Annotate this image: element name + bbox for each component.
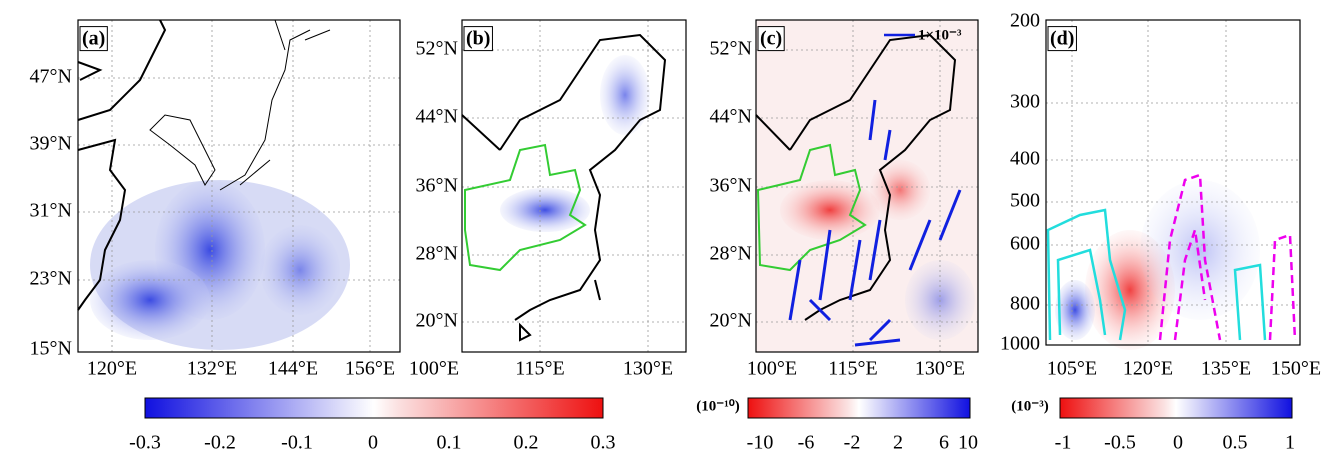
x-tick-label: 156°E <box>345 358 395 380</box>
colorbar-tick-label: 0.5 <box>1223 432 1248 454</box>
x-tick-label: 120°E <box>1123 358 1173 380</box>
y-tick-label: 52°N <box>416 38 458 60</box>
colorbar-tick-label: -0.3 <box>129 432 161 454</box>
colorbar-tick-label: 10 <box>958 432 978 454</box>
x-tick-label: 144°E <box>268 358 318 380</box>
y-tick-label: 200 <box>1010 10 1040 32</box>
x-tick-label: 150°E <box>1271 358 1321 380</box>
x-tick-label: 135°E <box>1201 358 1251 380</box>
y-tick-label: 31°N <box>30 200 72 222</box>
y-tick-label: 28°N <box>416 243 458 265</box>
y-tick-label: 20°N <box>416 310 458 332</box>
colorbar-unit: (10⁻³) <box>1011 398 1048 414</box>
panel-label-box <box>1047 26 1077 52</box>
colorbar-tick-label: 0.2 <box>514 432 539 454</box>
y-tick-label: 44°N <box>710 106 752 128</box>
colorbar-tick-label: 0.1 <box>437 432 462 454</box>
vector-key: 1×10⁻³ <box>918 27 962 43</box>
panel-c <box>755 20 978 352</box>
y-tick-label: 20°N <box>710 310 752 332</box>
x-tick-label: 132°E <box>187 358 237 380</box>
y-tick-label: 500 <box>1010 190 1040 212</box>
panel-frame <box>755 19 979 353</box>
colorbar-tick-label: 6 <box>939 432 949 454</box>
colorbar <box>1059 397 1293 419</box>
colorbar-tick-label: 0 <box>368 432 378 454</box>
panel-frame <box>461 19 687 353</box>
panel-frame <box>1045 19 1301 346</box>
panel-frame <box>77 19 401 353</box>
colorbar-unit: (10⁻¹⁰) <box>696 398 739 414</box>
colorbar <box>144 397 604 419</box>
colorbar <box>747 397 971 419</box>
y-tick-label: 44°N <box>416 106 458 128</box>
x-tick-label: 100°E <box>409 358 459 380</box>
colorbar-tick-label: -0.2 <box>204 432 236 454</box>
x-tick-label: 130°E <box>623 358 673 380</box>
y-tick-label: 300 <box>1010 91 1040 113</box>
x-tick-label: 120°E <box>87 358 137 380</box>
panel-label-box <box>757 26 785 52</box>
x-tick-label: 115°E <box>515 358 564 380</box>
y-tick-label: 47°N <box>30 66 72 88</box>
colorbar-tick-label: -6 <box>798 432 815 454</box>
colorbar-tick-label: -0.1 <box>281 432 313 454</box>
y-tick-label: 28°N <box>710 243 752 265</box>
panel-label-box <box>79 26 108 52</box>
y-tick-label: 36°N <box>710 175 752 197</box>
colorbar-tick-label: 0.3 <box>591 432 616 454</box>
y-tick-label: 600 <box>1010 233 1040 255</box>
panel-label: (a) <box>82 28 105 50</box>
colorbar-tick-label: -1 <box>1055 432 1072 454</box>
y-tick-label: 1000 <box>1000 333 1040 355</box>
x-tick-label: 105°E <box>1047 358 1097 380</box>
panel-label: (d) <box>1050 28 1074 50</box>
x-tick-label: 130°E <box>915 358 965 380</box>
y-tick-label: 39°N <box>30 133 72 155</box>
colorbar-tick-label: 0 <box>1173 432 1183 454</box>
y-tick-label: 15°N <box>30 338 72 360</box>
panel-a <box>77 19 400 352</box>
y-tick-label: 800 <box>1010 293 1040 315</box>
panel-d <box>1046 20 1300 350</box>
panel-b <box>461 20 686 352</box>
y-tick-label: 23°N <box>30 268 72 290</box>
colorbar-tick-label: -2 <box>844 432 861 454</box>
y-tick-label: 400 <box>1010 148 1040 170</box>
colorbar-tick-label: 1 <box>1285 432 1295 454</box>
y-tick-label: 36°N <box>416 175 458 197</box>
y-tick-label: 52°N <box>710 38 752 60</box>
panel-label: (b) <box>466 28 490 50</box>
colorbar-tick-label: 2 <box>893 432 903 454</box>
panel-label-box <box>463 26 493 52</box>
x-tick-label: 100°E <box>747 358 797 380</box>
panel-label: (c) <box>760 28 782 50</box>
x-tick-label: 115°E <box>828 358 877 380</box>
colorbar-tick-label: -0.5 <box>1104 432 1136 454</box>
colorbar-tick-label: -10 <box>747 432 774 454</box>
